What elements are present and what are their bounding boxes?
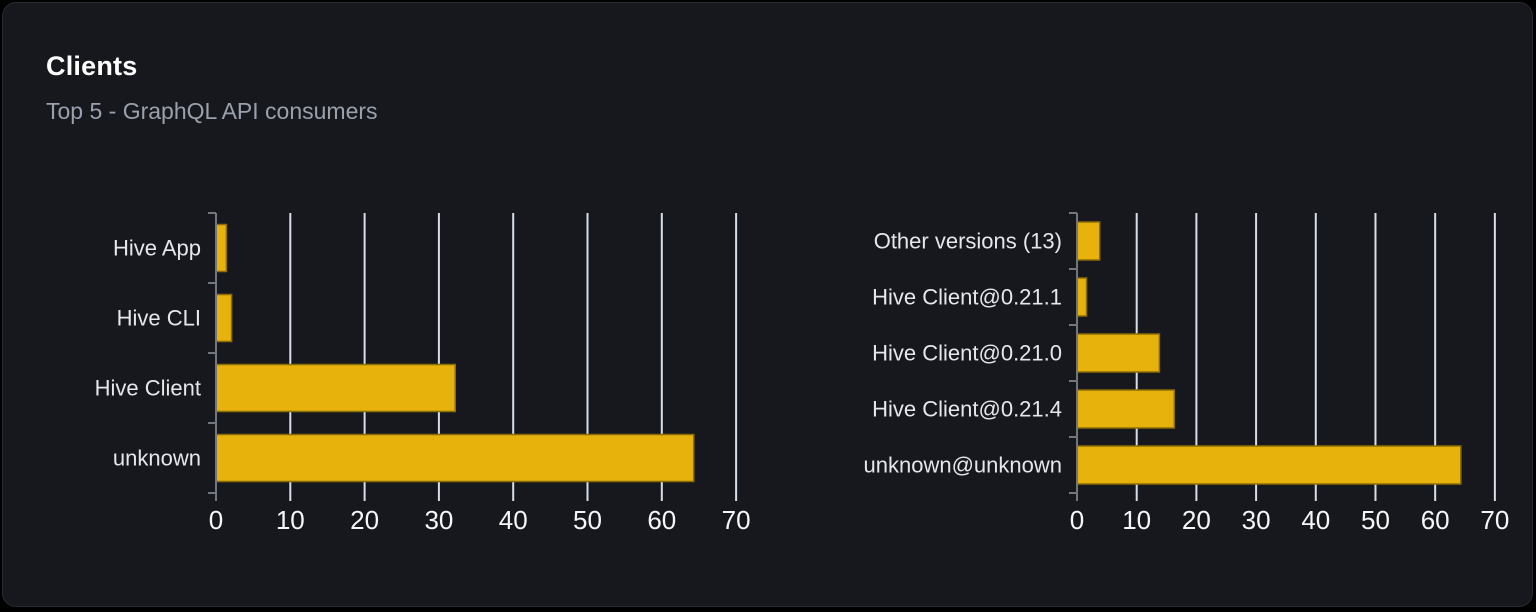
category-label: Hive Client: [95, 376, 201, 401]
clients-by-name-bar-chart: 0 10 20 30 40 50 60 70 Hive App Hive CLI Hive Clie…: [95, 212, 751, 535]
category-label: Hive Client@0.21.1: [872, 285, 1062, 310]
category-label: unknown@unknown: [864, 453, 1062, 478]
x-tick-label: 50: [573, 505, 602, 535]
bar: [215, 433, 695, 483]
x-tick-label: 50: [1361, 505, 1390, 535]
category-label: Hive CLI: [117, 306, 201, 331]
x-tick-label: 40: [499, 505, 528, 535]
x-tick-label: 40: [1301, 505, 1330, 535]
x-tick-label: 20: [350, 505, 379, 535]
bar: [1076, 277, 1088, 317]
bar: [215, 293, 233, 343]
panel-title: Clients: [46, 51, 138, 81]
x-tick-label: 0: [1070, 505, 1084, 535]
x-tick-label: 30: [1242, 505, 1271, 535]
bar: [215, 223, 228, 273]
x-tick-label: 60: [647, 505, 676, 535]
x-tick-label: 0: [209, 505, 223, 535]
category-label: Hive Client@0.21.0: [872, 341, 1062, 366]
bar: [215, 363, 457, 413]
bar: [1076, 333, 1161, 373]
category-label: Hive Client@0.21.4: [872, 397, 1062, 422]
bar: [1076, 389, 1176, 429]
x-tick-label: 70: [722, 505, 751, 535]
clients-by-version-bar-chart: 0 10 20 30 40 50 60 70 Other versions (13) Hive C…: [864, 212, 1509, 535]
x-tick-label: 30: [424, 505, 453, 535]
x-tick-label: 70: [1480, 505, 1509, 535]
x-tick-label: 20: [1182, 505, 1211, 535]
panel-subtitle: Top 5 - GraphQL API consumers: [46, 98, 378, 124]
category-label: Hive App: [113, 236, 201, 261]
category-label: unknown: [113, 446, 201, 471]
x-tick-label: 60: [1421, 505, 1450, 535]
bar: [1076, 445, 1462, 485]
x-tick-label: 10: [276, 505, 305, 535]
category-label: Other versions (13): [874, 229, 1062, 254]
bar: [1076, 221, 1101, 261]
x-tick-label: 10: [1122, 505, 1151, 535]
